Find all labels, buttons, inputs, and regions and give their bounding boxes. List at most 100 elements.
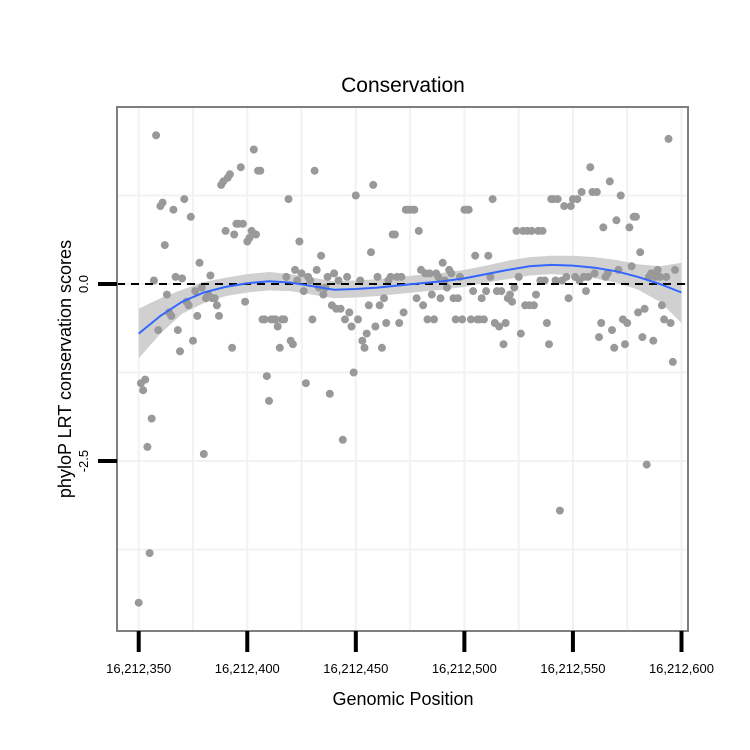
data-point — [249, 145, 258, 154]
data-point — [236, 163, 245, 172]
data-point — [323, 272, 332, 281]
data-point — [310, 166, 319, 175]
data-point — [360, 343, 369, 352]
data-point — [414, 226, 423, 235]
data-point — [631, 212, 640, 221]
data-point — [466, 315, 475, 324]
y-tick-label: 0.0 — [76, 275, 91, 293]
data-point — [562, 272, 571, 281]
data-point — [586, 163, 595, 172]
data-point — [312, 265, 321, 274]
data-point — [666, 319, 675, 327]
data-point — [640, 304, 649, 313]
data-point — [256, 166, 265, 175]
data-point — [386, 272, 395, 281]
data-point — [241, 297, 250, 306]
data-point — [195, 258, 204, 267]
data-point — [299, 287, 308, 296]
data-point — [291, 265, 299, 274]
data-point — [284, 195, 293, 204]
data-point — [330, 269, 339, 278]
data-point — [354, 315, 362, 324]
data-point — [671, 265, 679, 274]
data-point — [154, 326, 163, 335]
data-point — [375, 301, 384, 310]
data-point — [288, 340, 297, 349]
data-point — [358, 336, 367, 345]
data-point — [664, 134, 673, 143]
data-point — [397, 272, 406, 281]
data-point — [160, 241, 169, 250]
data-point — [319, 290, 328, 299]
data-point — [351, 191, 360, 200]
x-tick-label: 16,212,350 — [106, 661, 171, 676]
data-point — [560, 202, 569, 211]
data-point — [512, 226, 521, 235]
data-point — [642, 460, 651, 469]
data-point — [180, 195, 189, 204]
data-point — [497, 287, 506, 296]
data-point — [582, 287, 590, 296]
data-point — [566, 202, 575, 211]
data-point — [325, 389, 334, 398]
data-point — [273, 322, 282, 331]
y-axis-label: phyloP LRT conservation scores — [55, 240, 75, 498]
data-point — [412, 294, 421, 303]
data-point — [362, 329, 371, 338]
data-point — [577, 188, 586, 196]
data-point — [186, 212, 195, 221]
data-point — [162, 290, 171, 299]
data-point — [458, 315, 467, 324]
data-point — [608, 326, 616, 335]
x-tick-label: 16,212,600 — [649, 661, 714, 676]
data-point — [540, 276, 549, 285]
data-point — [265, 396, 273, 405]
data-point — [464, 205, 473, 214]
data-point — [210, 294, 219, 303]
data-point — [668, 357, 677, 366]
data-point — [595, 333, 603, 342]
data-point — [225, 170, 234, 179]
data-point — [367, 248, 375, 257]
data-point — [584, 272, 593, 281]
data-point — [271, 315, 280, 324]
data-point — [238, 219, 247, 228]
x-axis-label: Genomic Position — [332, 689, 473, 709]
y-tick-label: -2.5 — [76, 450, 91, 472]
smooth-trend-line — [138, 263, 682, 335]
data-point — [423, 315, 432, 324]
data-point — [380, 294, 388, 303]
data-point — [501, 319, 510, 327]
data-point — [371, 322, 380, 331]
data-point — [347, 322, 356, 331]
data-point — [553, 195, 562, 204]
x-tick-label: 16,212,400 — [215, 661, 280, 676]
x-tick-label: 16,212,550 — [540, 661, 605, 676]
data-point — [477, 294, 486, 303]
data-point — [349, 368, 358, 377]
data-point — [399, 308, 408, 317]
data-point — [171, 272, 180, 281]
data-point — [488, 195, 497, 204]
data-point — [297, 269, 306, 278]
data-point — [662, 272, 671, 281]
data-point — [215, 311, 223, 320]
data-point — [419, 301, 428, 310]
data-point — [510, 283, 519, 292]
data-point — [308, 315, 317, 324]
data-point — [356, 276, 365, 285]
data-point — [605, 177, 614, 186]
data-point — [430, 315, 438, 324]
data-point — [280, 315, 289, 324]
data-point — [158, 198, 167, 207]
data-point — [169, 205, 178, 214]
data-point — [147, 414, 156, 423]
data-point — [178, 274, 187, 283]
data-point — [527, 226, 536, 235]
data-point — [197, 283, 206, 292]
data-point — [341, 315, 349, 324]
data-point — [145, 549, 154, 558]
chart-title: Conservation — [341, 74, 465, 97]
plot-border — [116, 106, 689, 632]
data-point — [369, 180, 378, 189]
